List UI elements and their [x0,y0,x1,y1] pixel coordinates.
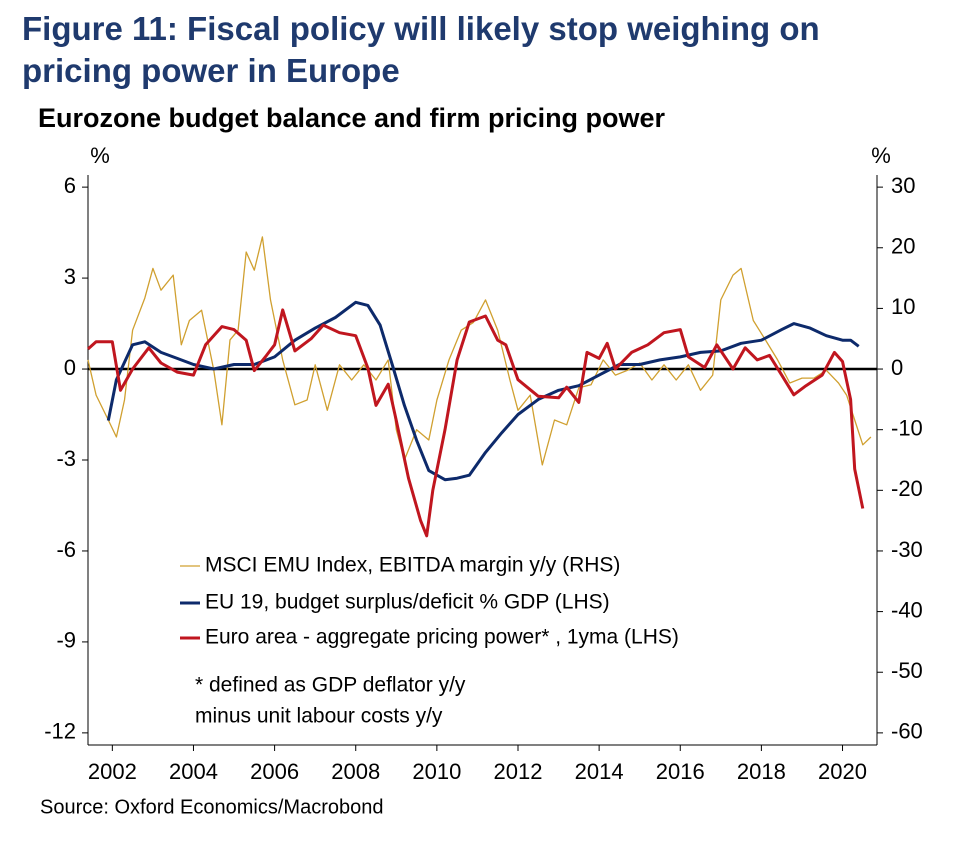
chart-title: Figure 11: Fiscal policy will likely sto… [22,10,820,89]
source-note: Source: Oxford Economics/Macrobond [40,796,384,818]
series-line [87,308,865,538]
y2-tick-label: -10 [891,415,923,440]
y-tick-label: -3 [56,446,76,471]
x-tick-label: 2008 [331,759,380,784]
y-tick-label: 6 [64,173,76,198]
y-axis-label: % [90,143,110,168]
footnote: minus unit labour costs y/y [195,705,443,728]
legend-label: Euro area - aggregate pricing power* , 1… [205,626,679,649]
x-tick-label: 2016 [656,759,705,784]
y-tick-label: 3 [64,264,76,289]
y-tick-label: -12 [44,719,76,744]
y2-tick-label: -50 [891,658,923,683]
y2-axis-label: % [871,143,891,168]
y2-tick-label: 30 [891,173,915,198]
y-tick-label: -6 [56,537,76,562]
y2-tick-label: -30 [891,537,923,562]
x-tick-label: 2020 [818,759,867,784]
y2-tick-label: -20 [891,476,923,501]
footnote: * defined as GDP deflator y/y [195,674,466,697]
series-line [87,236,872,466]
x-tick-label: 2002 [88,759,137,784]
y-tick-label: 0 [64,355,76,380]
x-tick-label: 2018 [737,759,786,784]
x-tick-label: 2010 [412,759,461,784]
x-tick-label: 2014 [575,759,624,784]
series-line [106,300,860,482]
chart-subtitle: Eurozone budget balance and firm pricing… [38,103,666,133]
y2-tick-label: -60 [891,719,923,744]
y2-tick-label: -40 [891,597,923,622]
y2-tick-label: 20 [891,234,915,259]
x-tick-label: 2012 [494,759,543,784]
y2-tick-label: 10 [891,294,915,319]
y-tick-label: -9 [56,628,76,653]
x-tick-label: 2004 [169,759,218,784]
legend-label: EU 19, budget surplus/deficit % GDP (LHS… [205,591,610,614]
y2-tick-label: 0 [891,355,903,380]
legend-label: MSCI EMU Index, EBITDA margin y/y (RHS) [205,554,620,577]
x-tick-label: 2006 [250,759,299,784]
